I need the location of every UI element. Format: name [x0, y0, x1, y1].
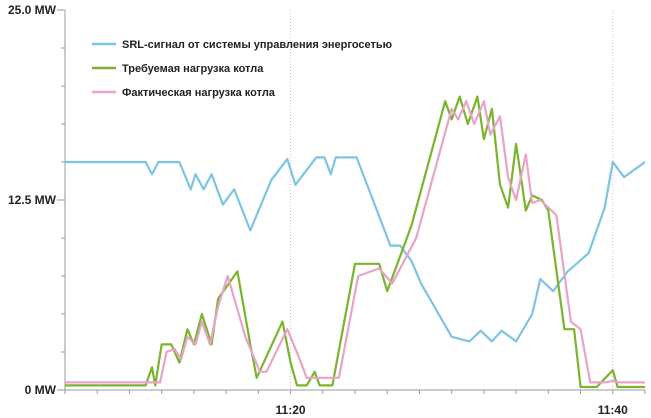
- series-line-2: [65, 95, 645, 389]
- x-tick-label: 11:20: [276, 403, 306, 417]
- series-line-1: [65, 156, 646, 343]
- y-tick-label: 0 MW: [25, 383, 57, 397]
- y-tick-label: 25.0 MW: [8, 3, 57, 17]
- legend-label: SRL-сигнал от системы управления энергос…: [122, 39, 392, 51]
- x-tick-label: 11:40: [598, 403, 628, 417]
- legend-layer: SRL-сигнал от системы управления энергос…: [92, 39, 392, 99]
- axis-layer: 0 MW 12.5 MW 25.0 MW 11:20 11:40: [8, 3, 646, 417]
- legend-label: Требуемая нагрузка котла: [122, 63, 264, 75]
- series-line-3: [65, 100, 645, 384]
- series-layer: [65, 95, 646, 389]
- legend-label: Фактическая нагрузка котла: [122, 87, 276, 99]
- grid-layer: [290, 10, 614, 390]
- y-tick-label: 12.5 MW: [8, 193, 57, 207]
